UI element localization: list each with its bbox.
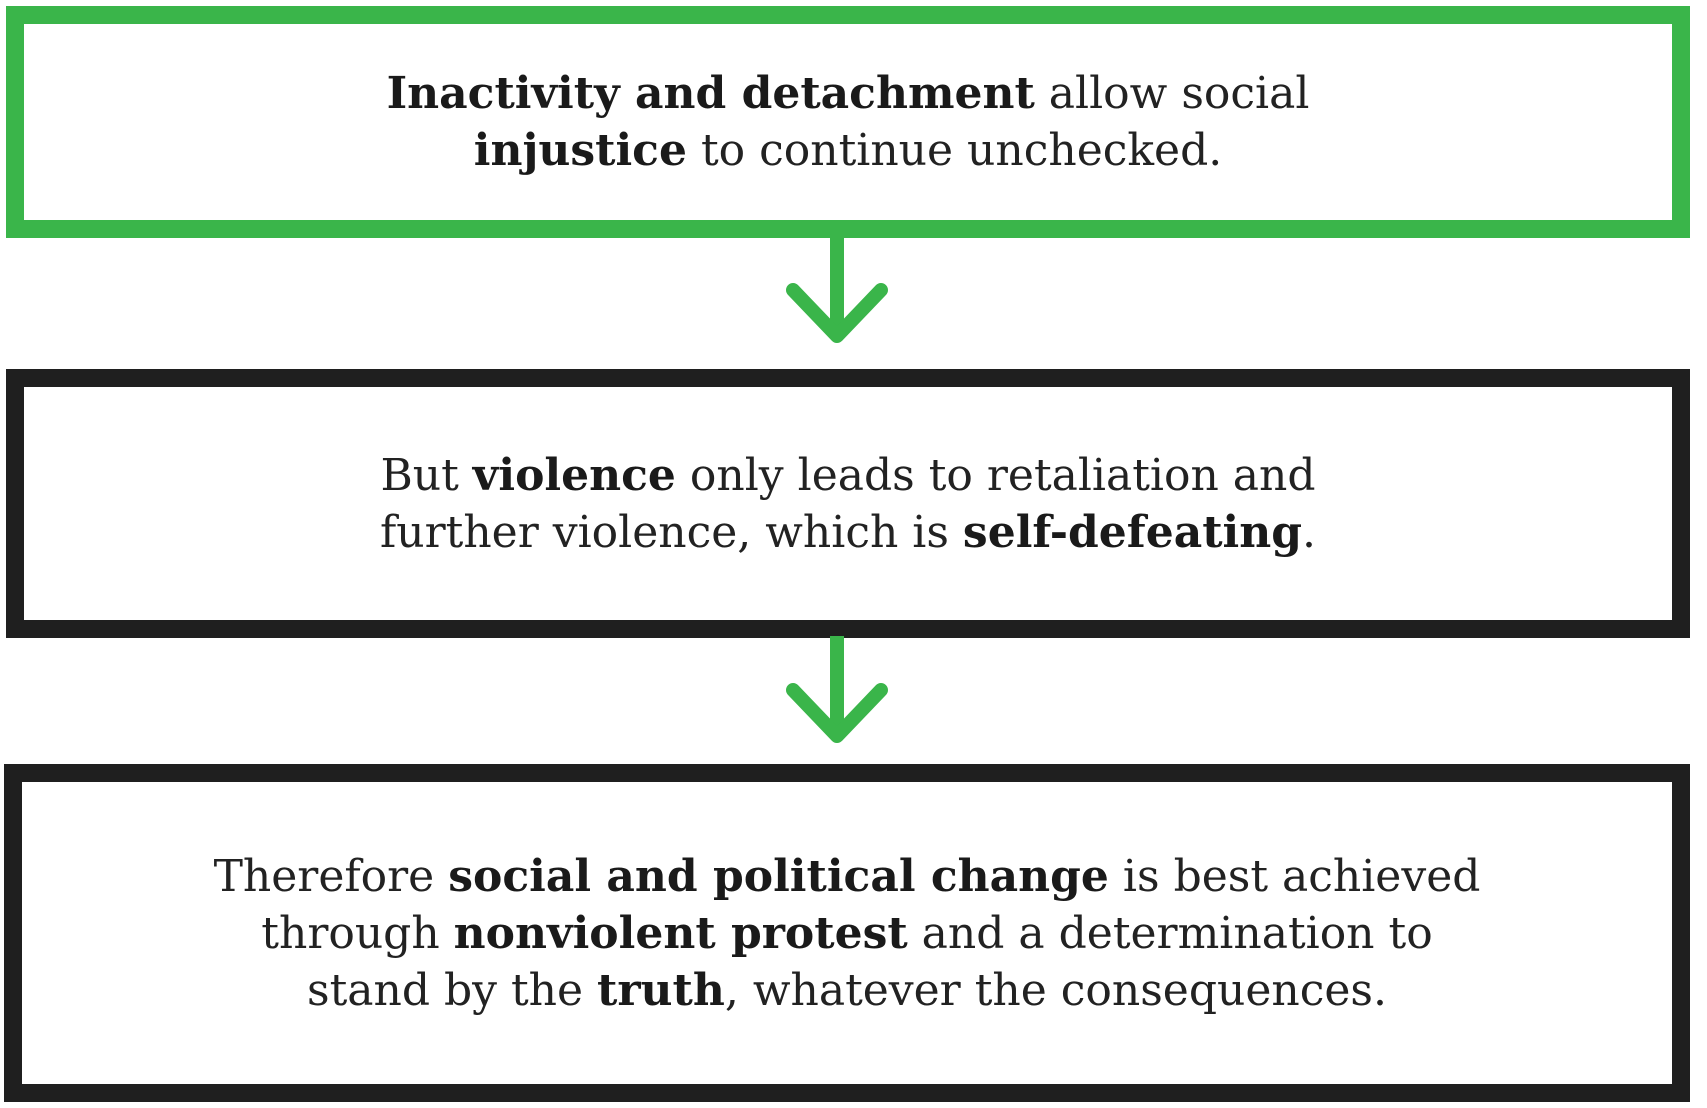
text-run: , whatever the consequences. xyxy=(724,964,1387,1016)
text-line: Therefore social and political change is… xyxy=(214,848,1481,905)
text-run: to continue unchecked. xyxy=(686,125,1223,176)
flow-box-inactivity: Inactivity and detachment allow social i… xyxy=(6,6,1690,238)
bold-phrase: injustice xyxy=(473,125,687,176)
text-run: further violence, which is xyxy=(379,506,963,558)
bold-phrase: self-defeating xyxy=(962,506,1303,558)
text-line: But violence only leads to retaliation a… xyxy=(380,447,1316,504)
text-run: stand by the xyxy=(307,964,598,1016)
arrow-down-icon xyxy=(785,232,889,344)
flow-box-violence: But violence only leads to retaliation a… xyxy=(6,369,1690,638)
text-run: But xyxy=(380,449,473,501)
text-line: Inactivity and detachment allow social xyxy=(387,65,1310,122)
text-run: is best achieved xyxy=(1108,850,1481,902)
bold-phrase: truth xyxy=(597,964,725,1016)
flow-box-nonviolent-change: Therefore social and political change is… xyxy=(4,764,1690,1102)
bold-phrase: Inactivity and detachment xyxy=(386,68,1035,119)
arrow-down-icon xyxy=(785,636,889,743)
bold-phrase: violence xyxy=(472,449,676,501)
flow-box-text: Inactivity and detachment allow social i… xyxy=(387,65,1310,179)
text-run: allow social xyxy=(1034,68,1310,119)
bold-phrase: nonviolent protest xyxy=(453,907,908,959)
text-run: through xyxy=(261,907,454,959)
text-line: further violence, which is self-defeatin… xyxy=(380,504,1316,561)
text-line: injustice to continue unchecked. xyxy=(387,122,1310,179)
text-run: only leads to retaliation and xyxy=(675,449,1316,501)
text-run: Therefore xyxy=(213,850,449,902)
text-run: . xyxy=(1302,506,1317,558)
text-line: through nonviolent protest and a determi… xyxy=(214,905,1481,962)
bold-phrase: social and political change xyxy=(448,850,1109,902)
flow-box-text: But violence only leads to retaliation a… xyxy=(380,447,1316,561)
text-run: and a determination to xyxy=(907,907,1433,959)
text-line: stand by the truth, whatever the consequ… xyxy=(214,962,1481,1019)
flow-box-text: Therefore social and political change is… xyxy=(214,848,1481,1019)
